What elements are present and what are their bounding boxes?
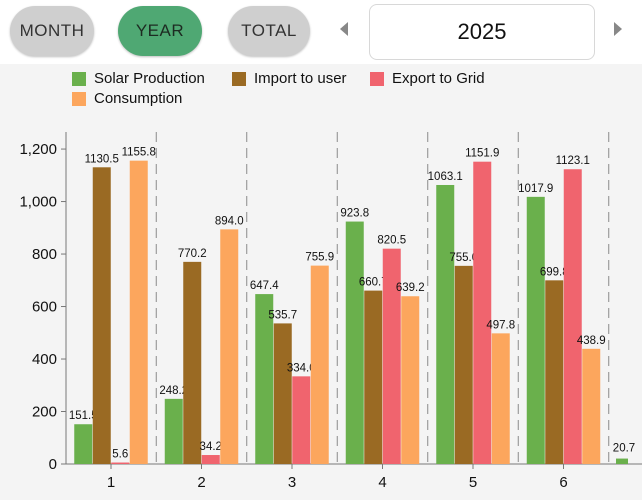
- data-label: 34.2: [200, 441, 222, 453]
- bar: [401, 296, 420, 464]
- previous-year-arrow-icon[interactable]: [340, 22, 348, 36]
- data-label: 5.6: [112, 449, 128, 461]
- bar: [201, 455, 220, 464]
- legend-swatch-import-to-user: [232, 71, 246, 86]
- data-label: 1151.9: [465, 148, 499, 160]
- year-selector[interactable]: 2025: [369, 4, 595, 60]
- data-label: 923.8: [340, 208, 369, 220]
- legend-label-solar-production: Solar Production: [94, 70, 205, 87]
- tab-total-label: TOTAL: [241, 21, 297, 40]
- data-label: 820.5: [377, 235, 406, 247]
- year-value: 2025: [457, 19, 507, 44]
- bar: [473, 161, 492, 464]
- bar: [454, 265, 473, 464]
- y-tick-label: 1,000: [19, 194, 57, 211]
- data-label: 497.8: [486, 319, 515, 331]
- tab-month[interactable]: MONTH: [10, 6, 94, 56]
- legend-item-solar-production: Solar Production: [72, 70, 205, 87]
- bar: [563, 169, 582, 464]
- data-label: 639.2: [396, 282, 425, 294]
- data-label: 535.7: [268, 309, 297, 321]
- bar: [616, 458, 628, 464]
- legend-swatch-solar-production: [72, 71, 86, 86]
- legend-item-export-to-grid: Export to Grid: [370, 70, 485, 87]
- data-label: 151.5: [69, 410, 98, 422]
- data-label: 755.9: [305, 252, 334, 264]
- data-label: 894.0: [215, 215, 244, 227]
- legend-swatch-export-to-grid: [370, 71, 384, 86]
- bar: [545, 280, 564, 464]
- legend-label-export-to-grid: Export to Grid: [392, 70, 485, 87]
- data-label: 755.0: [449, 252, 478, 264]
- tab-total[interactable]: TOTAL: [228, 6, 310, 56]
- bar: [111, 462, 130, 464]
- x-tick-label: 2: [197, 474, 205, 491]
- data-label: 334.0: [287, 362, 316, 374]
- bar: [164, 398, 183, 464]
- bar-chart: 0 200 400 600 800 1,000 1,200 1 2 3 4 5 6 151.5 1130.5…: [19, 132, 642, 491]
- data-label: 438.9: [577, 335, 606, 347]
- tab-month-label: MONTH: [19, 21, 85, 40]
- data-label: 770.2: [178, 248, 207, 260]
- x-tick-label: 3: [288, 474, 296, 491]
- x-tick-label: 5: [469, 474, 477, 491]
- next-year-arrow-icon[interactable]: [614, 22, 622, 36]
- legend-item-consumption: Consumption: [72, 90, 182, 107]
- tab-year[interactable]: YEAR: [118, 6, 202, 56]
- bar: [345, 221, 364, 464]
- legend-label-consumption: Consumption: [94, 90, 183, 107]
- y-tick-label: 800: [32, 246, 57, 263]
- y-tick-label: 1,200: [19, 141, 57, 158]
- data-label: 699.8: [540, 266, 569, 278]
- data-label: 1130.5: [85, 153, 119, 165]
- x-tick-label: 1: [107, 474, 115, 491]
- bar: [74, 424, 93, 464]
- y-tick-label: 600: [32, 299, 57, 316]
- bar: [310, 265, 329, 464]
- data-label: 1063.1: [428, 171, 463, 183]
- data-label: 660.7: [359, 277, 388, 289]
- bar: [382, 248, 401, 464]
- bar: [292, 376, 311, 464]
- tab-year-label: YEAR: [135, 21, 185, 40]
- y-tick-label: 0: [49, 456, 57, 473]
- bar: [220, 229, 239, 464]
- bar: [273, 323, 292, 464]
- data-label: 1017.9: [518, 183, 553, 195]
- data-label: 1123.1: [556, 155, 590, 167]
- x-tick-label: 6: [559, 474, 567, 491]
- bar: [92, 167, 111, 464]
- top-toolbar: MONTH YEAR TOTAL 2025: [0, 0, 642, 64]
- data-label: 248.2: [159, 385, 188, 397]
- legend-item-import-to-user: Import to user: [232, 70, 347, 87]
- bar: [526, 196, 545, 464]
- bar: [436, 184, 455, 464]
- bar: [255, 294, 274, 464]
- bar: [364, 290, 383, 464]
- bar: [183, 261, 202, 464]
- data-label: 1155.8: [122, 147, 156, 159]
- data-label: 20.7: [613, 443, 635, 455]
- y-tick-label: 400: [32, 351, 57, 368]
- legend-label-import-to-user: Import to user: [254, 70, 347, 87]
- data-label: 647.4: [250, 280, 279, 292]
- legend-swatch-consumption: [72, 91, 86, 106]
- bar: [582, 348, 601, 464]
- x-tick-label: 4: [378, 474, 386, 491]
- y-tick-label: 200: [32, 404, 57, 421]
- chart-panel: Solar Production Import to user Export t…: [0, 64, 642, 500]
- bar: [491, 333, 510, 464]
- bar: [129, 160, 148, 464]
